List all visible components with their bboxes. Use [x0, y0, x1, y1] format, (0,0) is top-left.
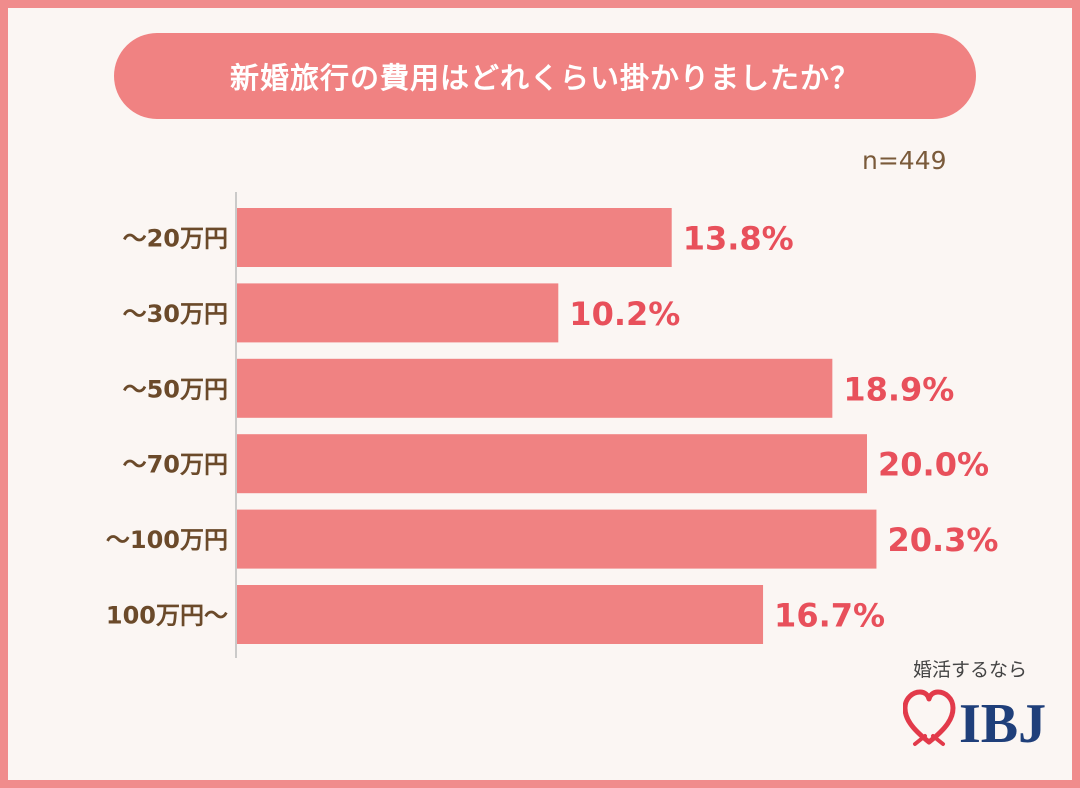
- bar: [237, 434, 867, 494]
- bar: [237, 585, 764, 644]
- category-label: ～30万円: [123, 300, 228, 328]
- value-label: 13.8%: [683, 220, 794, 258]
- sample-size-label: n=449: [862, 146, 947, 175]
- value-label: 16.7%: [774, 597, 885, 635]
- heart-icon: [903, 689, 956, 745]
- category-label: ～100万円: [106, 526, 228, 554]
- title-banner: 新婚旅行の費用はどれくらい掛かりましたか？: [114, 33, 976, 119]
- bar: [237, 358, 833, 418]
- value-label: 10.2%: [569, 295, 680, 333]
- category-label: ～70万円: [123, 451, 228, 479]
- brand-name: IBJ: [959, 693, 1046, 750]
- value-label: 18.9%: [843, 370, 954, 408]
- bar: [237, 509, 877, 569]
- chart-title: 新婚旅行の費用はどれくらい掛かりましたか？: [229, 61, 860, 95]
- category-label: ～20万円: [123, 225, 228, 253]
- bar: [237, 283, 559, 343]
- value-label: 20.3%: [887, 521, 998, 559]
- category-label: ～50万円: [123, 375, 228, 403]
- brand-tagline: 婚活するなら: [913, 659, 1028, 681]
- ibj-logo: IBJ: [903, 689, 1046, 750]
- value-label: 20.0%: [878, 446, 989, 484]
- category-label: 100万円～: [106, 602, 228, 630]
- bar: [237, 208, 672, 267]
